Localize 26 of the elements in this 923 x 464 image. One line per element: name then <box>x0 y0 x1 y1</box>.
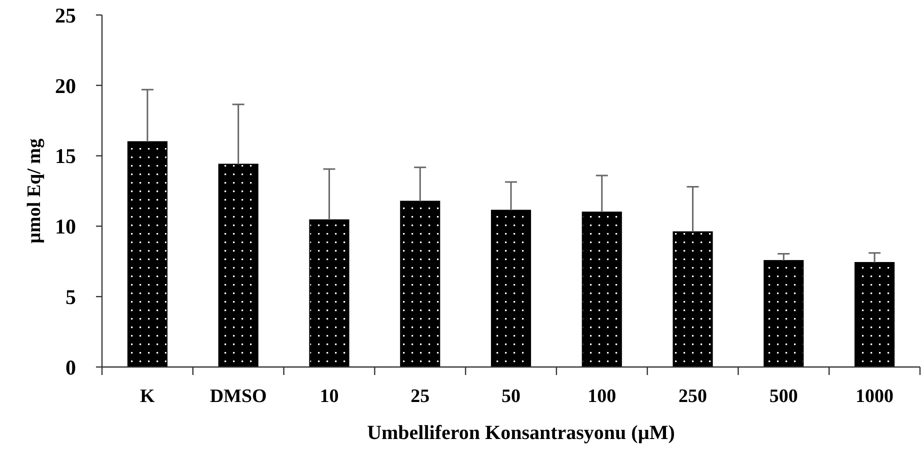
x-axis-title: Umbelliferon Konsantrasyonu (µM) <box>367 422 675 444</box>
x-tick-label: 25 <box>410 386 430 407</box>
y-tick-label: 10 <box>55 214 76 239</box>
bar <box>127 141 168 368</box>
x-tick-label: K <box>140 386 156 407</box>
y-tick-label: 20 <box>55 74 76 98</box>
bar <box>400 200 440 368</box>
bar <box>218 164 258 368</box>
x-tick-label: 50 <box>502 386 520 407</box>
bar <box>309 219 350 368</box>
x-tick-label: 500 <box>769 386 798 407</box>
x-tick-label: 1000 <box>856 386 894 407</box>
y-tick-label: 5 <box>66 284 76 309</box>
y-tick-label: 15 <box>55 144 76 168</box>
y-axis-title: µmol Eq/ mg <box>24 138 45 244</box>
y-tick-label: 25 <box>55 3 76 28</box>
bar <box>854 262 895 368</box>
bar <box>764 260 804 368</box>
bar <box>490 210 532 368</box>
bar <box>672 231 713 368</box>
x-tick-label: 250 <box>678 386 708 407</box>
x-tick-label: 10 <box>320 386 339 407</box>
bar <box>582 212 622 368</box>
y-tick-label: 0 <box>66 355 76 380</box>
x-tick-label: 100 <box>588 386 616 407</box>
x-tick-label: DMSO <box>210 386 267 407</box>
